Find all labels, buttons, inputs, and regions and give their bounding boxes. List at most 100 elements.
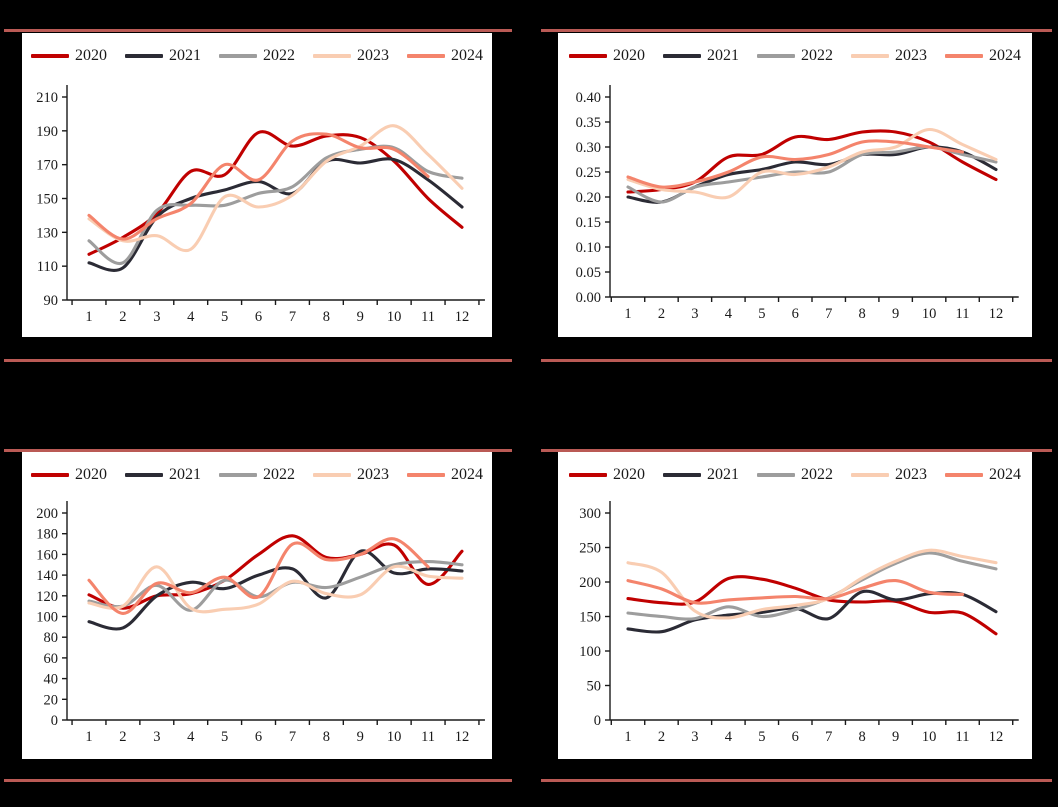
x-tick-label: 12 <box>989 729 1004 745</box>
chart-canvas-top_right: 0.000.050.100.150.200.250.300.350.401 2 3 4… <box>576 85 1019 322</box>
separator-line <box>4 449 512 452</box>
x-tick-label: 6 <box>792 729 799 745</box>
legend-swatch-2022 <box>219 54 257 58</box>
series-line-2020 <box>87 130 464 256</box>
separator-line <box>541 29 1052 32</box>
legend-year-label: 2024 <box>989 466 1021 483</box>
y-tick-label: 0 <box>594 713 601 729</box>
x-tick-label: 1 <box>624 306 631 322</box>
y-tick-label: 50 <box>587 679 602 695</box>
y-axis: 90 110 130 150 170 190 210 <box>36 85 68 309</box>
y-tick-label: 0 <box>51 713 58 729</box>
series-line-2022 <box>626 551 998 621</box>
x-tick-label: 4 <box>725 306 733 322</box>
legend-year-label: 2020 <box>613 47 645 64</box>
x-tick-label: 5 <box>758 306 765 322</box>
y-tick-label: 20 <box>44 692 59 708</box>
legend-swatch-2024 <box>945 54 983 58</box>
y-tick-label: 90 <box>44 293 59 309</box>
x-tick-label: 11 <box>421 729 435 745</box>
legend-year-label: 2021 <box>707 47 739 64</box>
y-tick-label: 0.15 <box>576 215 601 231</box>
x-tick-label: 3 <box>153 309 160 325</box>
y-tick-label: 80 <box>44 630 59 646</box>
legend-swatch-2024 <box>945 473 983 477</box>
legend-item-2023: 2023 <box>313 467 389 483</box>
separator-line <box>4 29 512 32</box>
chart-panel-top-right: 2020 2021 2022 2023 2024 0.00 0.05 0.10 0.15 0.20… <box>558 33 1032 337</box>
legend-item-2023: 2023 <box>851 467 927 483</box>
legend-swatch-2020 <box>31 54 69 58</box>
legend-item-2021: 2021 <box>125 467 201 483</box>
x-tick-label: 1 <box>85 309 92 325</box>
legend-year-label: 2023 <box>357 47 389 64</box>
x-tick-label: 7 <box>289 309 296 325</box>
chart-legend: 2020 2021 2022 2023 2024 <box>22 464 492 486</box>
legend-item-2024: 2024 <box>945 48 1021 64</box>
x-tick-label: 1 <box>624 729 631 745</box>
series-line-2024 <box>626 579 965 605</box>
legend-item-2022: 2022 <box>219 467 295 483</box>
legend-swatch-2022 <box>219 473 257 477</box>
y-tick-label: 180 <box>36 527 58 543</box>
x-tick-label: 8 <box>323 309 330 325</box>
y-tick-label: 250 <box>579 541 601 557</box>
x-tick-label: 3 <box>691 306 698 322</box>
x-tick-label: 2 <box>119 309 126 325</box>
x-tick-label: 11 <box>956 306 970 322</box>
y-tick-label: 140 <box>36 568 58 584</box>
y-tick-label: 200 <box>36 506 58 522</box>
legend-swatch-2021 <box>663 473 701 477</box>
legend-swatch-2020 <box>31 473 69 477</box>
y-tick-label: 300 <box>579 506 601 522</box>
y-tick-label: 60 <box>44 651 59 667</box>
y-tick-label: 120 <box>36 589 58 605</box>
series-line-2024 <box>87 132 430 241</box>
y-tick-label: 200 <box>579 575 601 591</box>
y-axis: 0 50 100 150 200 250 300 <box>579 501 611 729</box>
x-tick-label: 9 <box>892 729 899 745</box>
legend-item-2021: 2021 <box>663 467 739 483</box>
y-tick-label: 150 <box>579 610 601 626</box>
x-tick-label: 10 <box>387 309 402 325</box>
y-tick-label: 130 <box>36 225 58 241</box>
legend-item-2022: 2022 <box>757 48 833 64</box>
legend-year-label: 2021 <box>707 466 739 483</box>
separator-line <box>541 779 1052 782</box>
x-tick-label: 8 <box>323 729 330 745</box>
x-tick-label: 5 <box>758 729 765 745</box>
legend-swatch-2020 <box>569 473 607 477</box>
chart-panel-top-left: 2020 2021 2022 2023 2024 90 110 130 150 170 190 210… <box>22 33 492 337</box>
x-tick-label: 12 <box>455 309 470 325</box>
x-tick-label: 3 <box>691 729 698 745</box>
legend-item-2021: 2021 <box>663 48 739 64</box>
legend-item-2022: 2022 <box>219 48 295 64</box>
y-tick-label: 0.20 <box>576 190 601 206</box>
y-tick-label: 100 <box>579 644 601 660</box>
y-tick-label: 160 <box>36 547 58 563</box>
separator-line <box>4 779 512 782</box>
x-tick-label: 8 <box>859 306 866 322</box>
legend-year-label: 2023 <box>895 47 927 64</box>
chart-legend: 2020 2021 2022 2023 2024 <box>22 45 492 67</box>
legend-year-label: 2024 <box>451 47 483 64</box>
legend-item-2023: 2023 <box>851 48 927 64</box>
x-tick-label: 3 <box>153 729 160 745</box>
legend-swatch-2021 <box>125 473 163 477</box>
series-line-2024 <box>626 139 965 189</box>
series-line-2020 <box>626 129 998 194</box>
separator-line <box>541 449 1052 452</box>
y-tick-label: 170 <box>36 158 58 174</box>
legend-year-label: 2022 <box>263 47 295 64</box>
series-line-2024 <box>87 537 430 615</box>
x-tick-label: 9 <box>357 729 364 745</box>
legend-year-label: 2024 <box>451 466 483 483</box>
legend-year-label: 2021 <box>169 466 201 483</box>
legend-swatch-2020 <box>569 54 607 58</box>
y-tick-label: 150 <box>36 192 58 208</box>
y-tick-label: 0.30 <box>576 140 601 156</box>
x-tick-label: 12 <box>455 729 470 745</box>
series-line-2022 <box>626 145 998 204</box>
